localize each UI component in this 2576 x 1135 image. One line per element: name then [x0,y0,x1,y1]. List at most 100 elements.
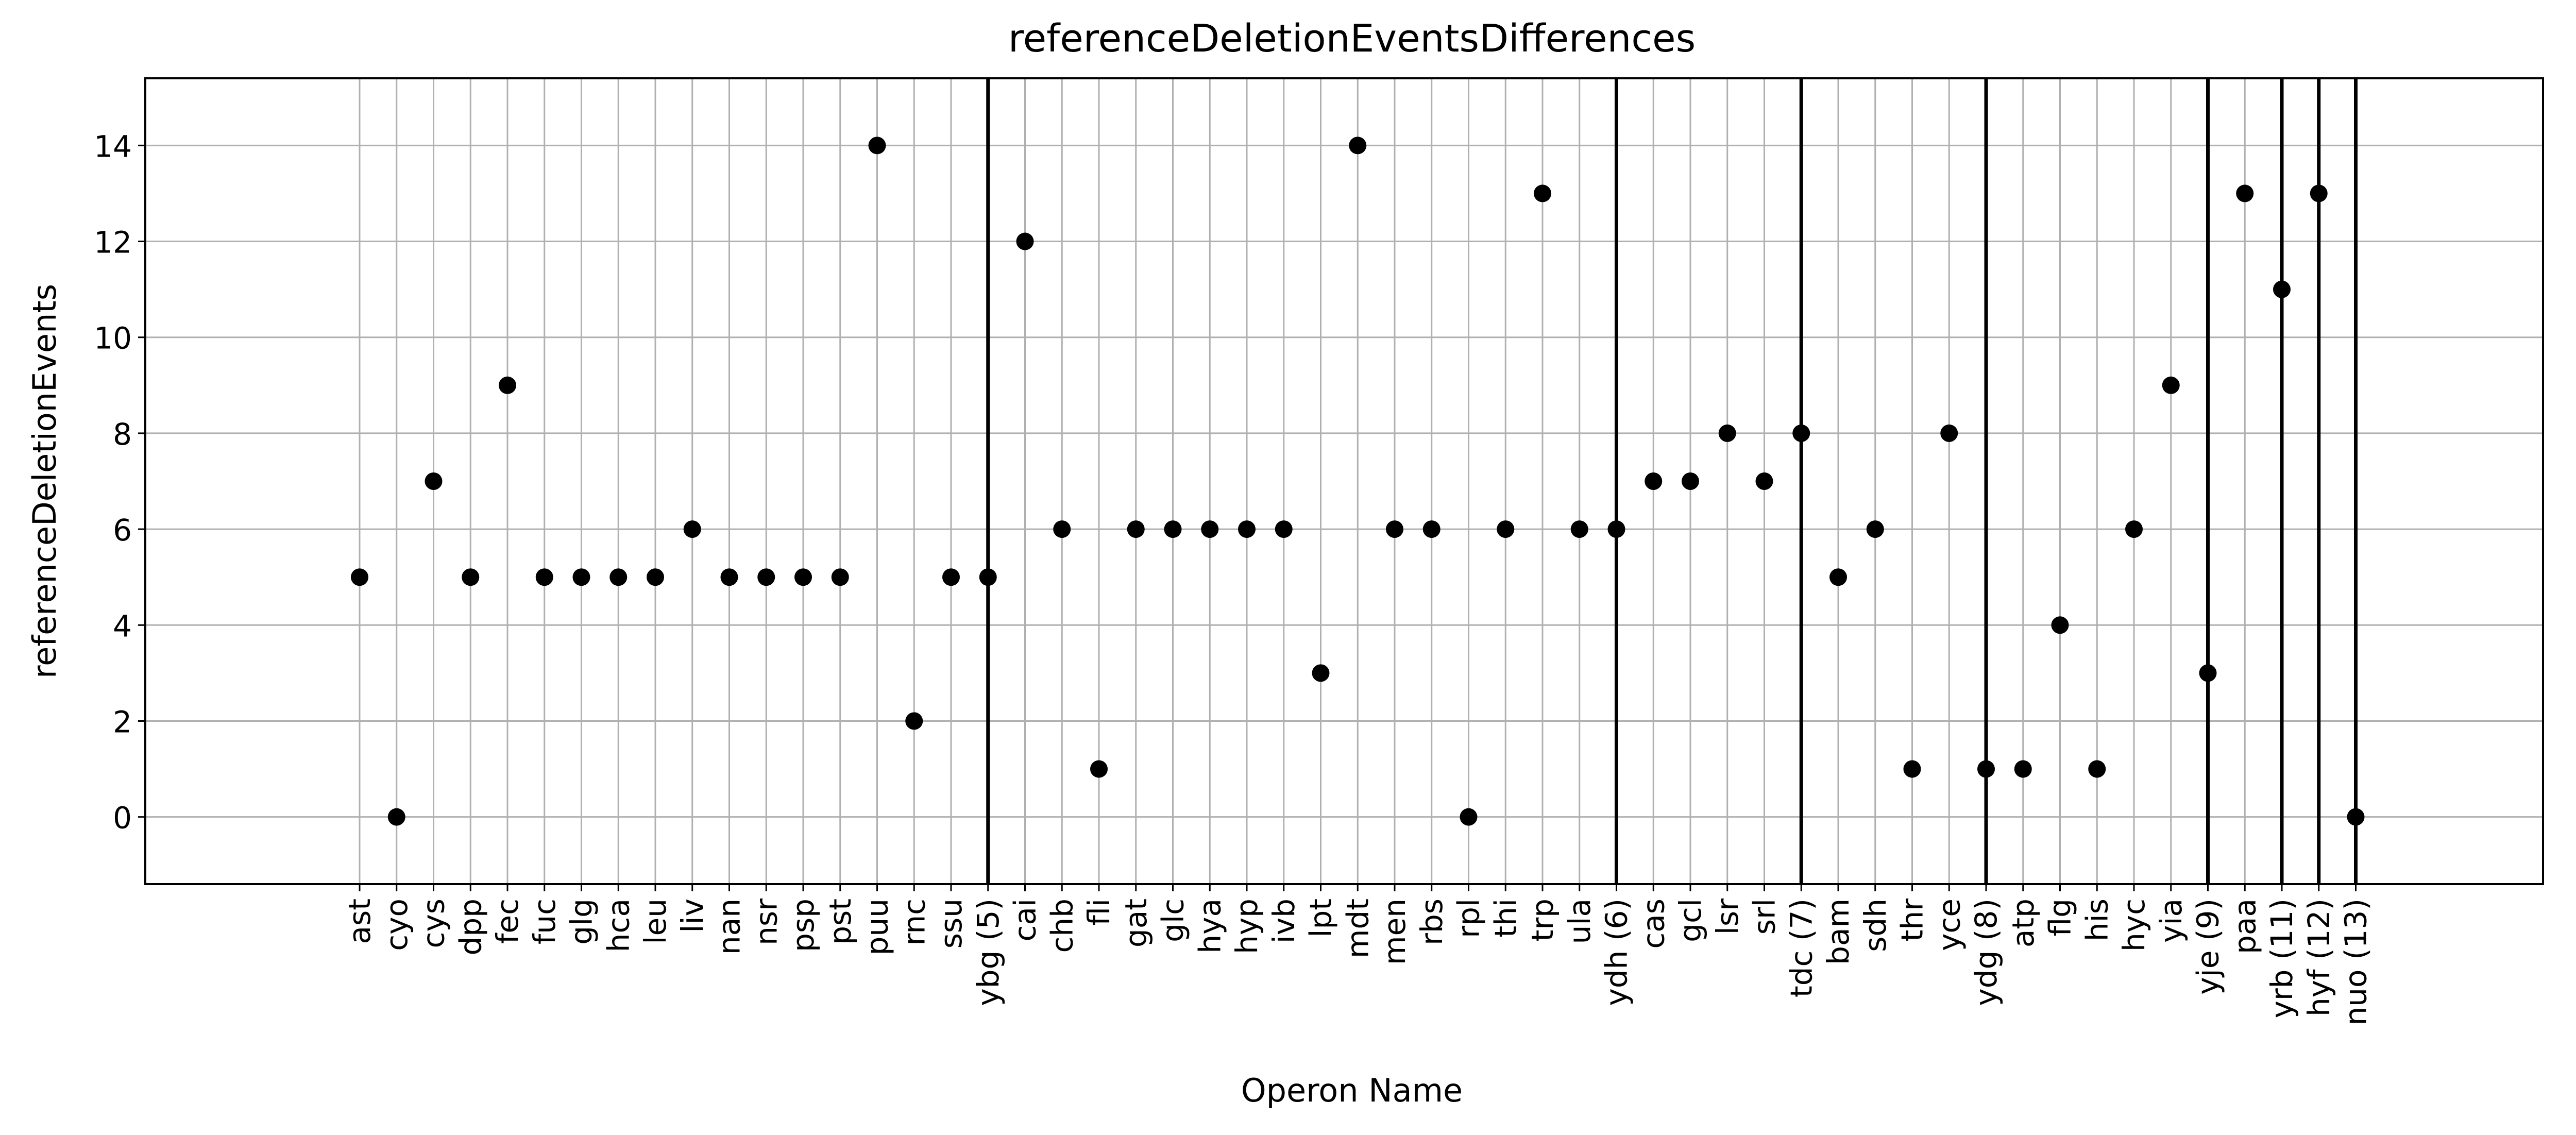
data-point [757,568,775,586]
x-tick-label: men [1377,899,1412,965]
x-tick-label: cyo [379,899,414,951]
x-tick-label: rnc [896,899,931,945]
x-tick-label: cai [1008,899,1043,942]
x-tick-label: pst [823,899,858,945]
y-tick-label: 14 [94,129,132,164]
x-tick-label: fli [1081,899,1116,926]
data-point [2088,760,2106,778]
grid-lines [145,78,2543,884]
data-point [794,568,812,586]
data-point [1829,568,1847,586]
x-tick-label: puu [860,899,895,955]
data-point [535,568,553,586]
x-tick-label: liv [675,899,710,933]
x-tick-label: ydg (8) [1969,899,2004,1006]
x-tick-label: hyf (12) [2301,899,2336,1017]
data-point [1016,232,1034,250]
data-point [1866,520,1884,538]
data-point [1940,424,1958,442]
data-point [1497,520,1515,538]
x-tick-label: hya [1192,899,1227,954]
data-point [831,568,849,586]
x-tick-label: tdc (7) [1784,899,1819,997]
x-tick-label: thi [1488,899,1523,938]
data-point [1645,472,1663,490]
x-tick-label: cys [416,899,451,948]
data-point [1460,808,1478,826]
x-tick-label: glc [1156,899,1191,942]
x-tick-label: psp [786,899,821,952]
x-axis-label: Operon Name [1241,1072,1463,1109]
data-point [979,568,997,586]
x-tick-label: yce [1931,899,1967,951]
data-point [351,568,368,586]
y-tick-label: 12 [94,225,132,260]
x-axis-ticks: ast cyo cys dpp fec fuc glg hca leu liv nan nsr psp p… [342,884,2374,1026]
data-point [1053,520,1071,538]
data-point [1570,520,1588,538]
x-tick-label: nan [712,899,747,955]
data-point [1607,520,1625,538]
data-point [499,376,516,394]
data-point [1090,760,1108,778]
data-point [1275,520,1293,538]
x-tick-label: mdt [1340,899,1375,958]
data-point [2162,376,2180,394]
data-point [2199,664,2217,682]
y-tick-label: 4 [113,608,132,643]
x-tick-label: ssu [934,899,969,948]
y-tick-label: 10 [94,321,132,356]
data-point [647,568,664,586]
x-tick-label: thr [1895,899,1930,942]
data-point [1718,424,1736,442]
data-point [2273,280,2291,298]
x-tick-label: leu [638,899,673,944]
x-tick-label: dpp [453,899,488,955]
x-tick-label: yia [2154,899,2189,943]
x-tick-label: nuo (13) [2338,899,2374,1026]
data-point [572,568,590,586]
x-tick-label: bam [1821,899,1856,965]
data-point [609,568,628,586]
y-tick-label: 8 [113,417,132,452]
x-tick-label: chb [1044,899,1079,953]
x-tick-label: sdh [1858,899,1893,952]
plot-area-frame [144,77,2544,885]
data-point [683,520,701,538]
x-tick-label: hca [601,899,636,952]
data-point [1164,520,1182,538]
x-tick-label: fec [490,899,525,944]
x-tick-label: his [2079,899,2114,941]
data-point [1386,520,1403,538]
chart-title: referenceDeletionEventsDifferences [1008,16,1696,61]
x-tick-label: paa [2227,899,2262,954]
x-tick-label: ydh (6) [1599,899,1634,1006]
data-point [2014,760,2032,778]
data-point [1682,472,1699,490]
data-point [868,137,886,155]
x-tick-label: lsr [1710,899,1745,935]
x-tick-label: yje (9) [2191,899,2226,995]
y-tick-label: 6 [113,513,132,548]
x-tick-label: ybg (5) [971,899,1006,1006]
x-tick-label: ast [342,899,377,944]
x-tick-label: trp [1525,899,1560,941]
data-point [1903,760,1921,778]
data-point [942,568,960,586]
data-point [387,808,405,826]
x-tick-label: glg [564,899,599,945]
data-point [2125,520,2143,538]
x-tick-label: atp [2006,899,2041,947]
data-point [1201,520,1219,538]
separator-lines [986,78,2358,884]
data-point [425,472,443,490]
y-tick-label: 2 [113,704,132,739]
x-tick-label: flg [2043,899,2078,936]
x-tick-label: srl [1747,899,1782,935]
x-tick-label: hyp [1229,899,1264,954]
y-axis-label: referenceDeletionEvents [26,284,63,679]
data-point [2347,808,2365,826]
data-point [2236,184,2254,202]
data-points [351,137,2365,826]
